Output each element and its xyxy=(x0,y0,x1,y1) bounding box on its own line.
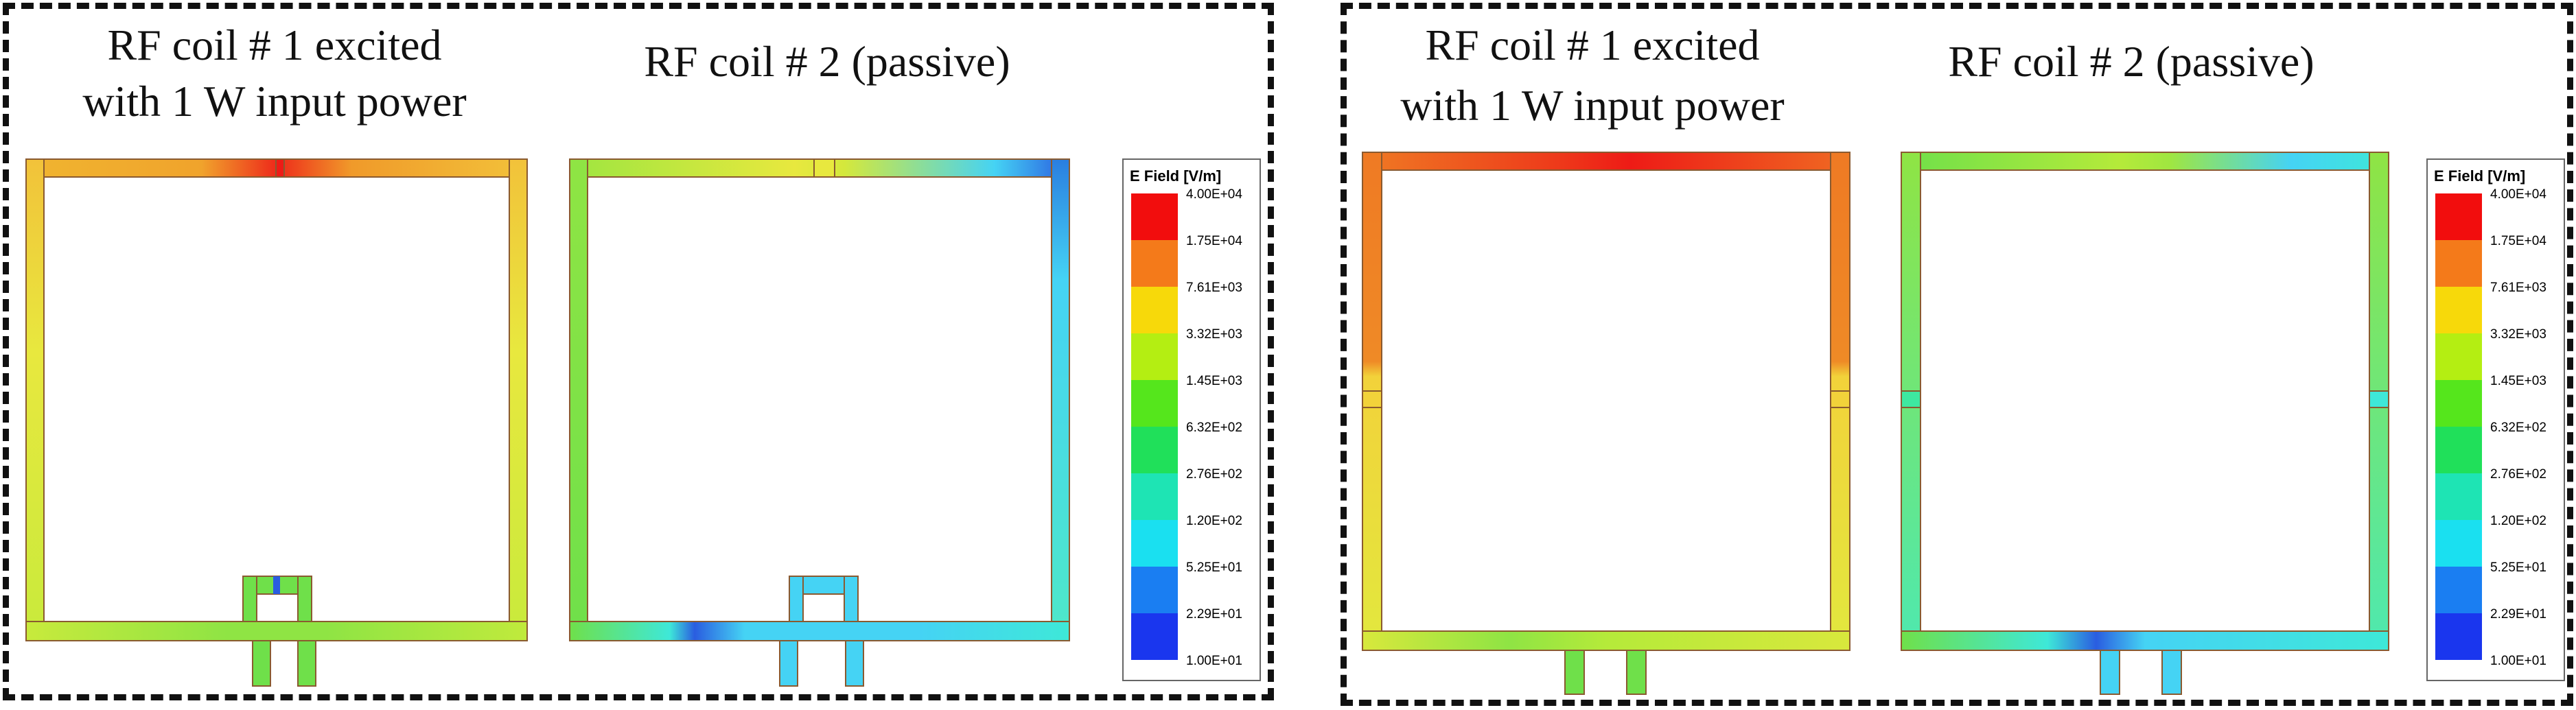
legend-tick-label: 1.45E+03 xyxy=(2490,374,2546,388)
legend-tick-label: 6.32E+02 xyxy=(2490,421,2546,435)
legend-tick-label: 1.45E+03 xyxy=(1186,374,1242,388)
legend-tick-label: 1.75E+04 xyxy=(1186,234,1242,248)
legend-color-swatch xyxy=(1131,380,1178,427)
feed-loop-left xyxy=(789,576,804,622)
legend-color-swatch xyxy=(1131,613,1178,660)
legend-color-swatch xyxy=(2435,380,2482,427)
legend-tick-label: 2.29E+01 xyxy=(1186,607,1242,622)
legend-tick-label: 6.32E+02 xyxy=(1186,421,1242,435)
feed-loop-left xyxy=(242,576,257,622)
right-coil2 xyxy=(1901,152,2389,695)
gap-marker-right xyxy=(1830,390,1850,408)
legend-tick-label: 1.00E+01 xyxy=(2490,654,2546,668)
feed-leg-left xyxy=(779,640,798,687)
feed-leg-right xyxy=(2161,650,2182,695)
legend-tick-label: 5.25E+01 xyxy=(1186,560,1242,575)
legend-tick-label: 2.76E+02 xyxy=(2490,467,2546,482)
legend-tick-label: 7.61E+03 xyxy=(2490,281,2546,295)
legend-tick-label: 4.00E+04 xyxy=(2490,187,2546,202)
feed-leg-right xyxy=(1626,650,1647,695)
legend-left: E Field [V/m] 4.00E+04 1.75E+04 7.61E+03 3.3… xyxy=(1122,158,1261,681)
legend-tick-label: 7.61E+03 xyxy=(1186,281,1242,295)
feed-leg-left xyxy=(1564,650,1585,695)
legend-tick-label: 5.25E+01 xyxy=(2490,560,2546,575)
coil-trace-bottom xyxy=(25,621,528,641)
gap-marker xyxy=(275,158,285,178)
coil-trace-bottom xyxy=(1901,630,2389,651)
left-coil1-caption-line2: with 1 W input power xyxy=(82,77,467,126)
legend-color-swatch xyxy=(2435,520,2482,567)
legend-color-swatch xyxy=(1131,333,1178,380)
gap-marker-left xyxy=(1362,390,1382,408)
coil-trace-top xyxy=(1901,152,2389,171)
legend-tick-label: 1.75E+04 xyxy=(2490,234,2546,248)
legend-color-swatch xyxy=(1131,240,1178,287)
right-coil1-caption-line2: with 1 W input power xyxy=(1400,81,1785,130)
legend-title: E Field [V/m] xyxy=(2434,167,2525,185)
legend-color-swatch xyxy=(1131,427,1178,473)
coil-trace-left xyxy=(25,158,45,641)
coil-trace-bottom xyxy=(1362,630,1850,651)
right-coil2-caption: RF coil # 2 (passive) xyxy=(1948,37,2314,86)
legend-color-swatch xyxy=(2435,473,2482,520)
feed-leg-right xyxy=(845,640,864,687)
left-panel-frame xyxy=(3,3,1274,700)
legend-color-swatch xyxy=(1131,287,1178,333)
legend-tick-label: 3.32E+03 xyxy=(1186,327,1242,342)
legend-tick-label: 4.00E+04 xyxy=(1186,187,1242,202)
coil-trace-right xyxy=(1051,158,1070,641)
feed-leg-left xyxy=(2100,650,2120,695)
legend-tick-label: 2.29E+01 xyxy=(2490,607,2546,622)
legend-color-swatch xyxy=(1131,473,1178,520)
feed-leg-left xyxy=(252,640,271,687)
legend-color-swatch xyxy=(2435,427,2482,473)
legend-color-swatch xyxy=(2435,287,2482,333)
right-coil1 xyxy=(1362,152,1850,695)
legend-right: E Field [V/m] 4.00E+04 1.75E+04 7.61E+03 3.3… xyxy=(2426,158,2565,681)
gap-marker-left xyxy=(1901,390,1921,408)
left-coil2-caption: RF coil # 2 (passive) xyxy=(644,37,1010,86)
legend-color-swatch xyxy=(1131,567,1178,613)
left-coil2 xyxy=(569,158,1070,687)
legend-tick-label: 1.20E+02 xyxy=(2490,514,2546,528)
feed-loop-right xyxy=(297,576,312,622)
feed-hotspot xyxy=(273,576,280,594)
left-coil1 xyxy=(25,158,528,687)
legend-color-swatch xyxy=(2435,567,2482,613)
gap-marker-right xyxy=(2369,390,2389,408)
legend-tick-label: 2.76E+02 xyxy=(1186,467,1242,482)
coil-trace-left xyxy=(569,158,588,641)
legend-color-swatch xyxy=(2435,333,2482,380)
legend-tick-label: 3.32E+03 xyxy=(2490,327,2546,342)
legend-tick-label: 1.00E+01 xyxy=(1186,654,1242,668)
coil-trace-top xyxy=(1362,152,1850,171)
feed-leg-right xyxy=(297,640,316,687)
legend-title: E Field [V/m] xyxy=(1130,167,1221,185)
coil-trace-bottom xyxy=(569,621,1070,641)
left-coil1-caption-line1: RF coil # 1 excited xyxy=(107,21,442,69)
gap-marker xyxy=(813,158,835,178)
legend-color-swatch xyxy=(2435,193,2482,240)
legend-color-swatch xyxy=(1131,520,1178,567)
right-coil1-caption-line1: RF coil # 1 excited xyxy=(1425,21,1760,69)
legend-tick-label: 1.20E+02 xyxy=(1186,514,1242,528)
right-panel-frame xyxy=(1341,3,2573,706)
coil-trace-right xyxy=(509,158,528,641)
legend-color-swatch xyxy=(2435,613,2482,660)
legend-color-swatch xyxy=(2435,240,2482,287)
legend-color-swatch xyxy=(1131,193,1178,240)
feed-loop-right xyxy=(844,576,859,622)
